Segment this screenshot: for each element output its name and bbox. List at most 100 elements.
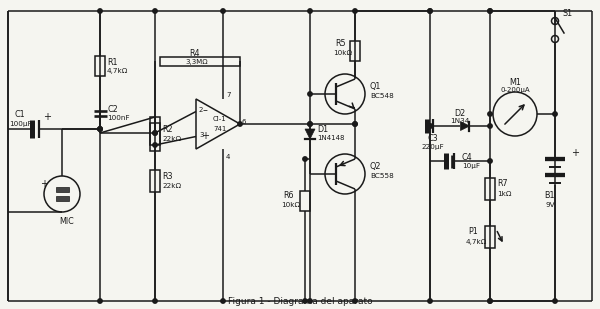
Text: 741: 741 [214,126,227,132]
Circle shape [553,112,557,116]
Text: 22kΩ: 22kΩ [162,136,181,142]
Circle shape [428,9,432,13]
Circle shape [98,127,102,131]
Text: R1: R1 [107,57,118,66]
Bar [485,226,495,248]
Text: B1: B1 [545,192,555,201]
Bar [300,191,310,211]
Circle shape [428,124,432,128]
Circle shape [553,299,557,303]
Circle shape [153,299,157,303]
Circle shape [98,9,102,13]
Text: R2: R2 [162,125,173,133]
Text: D2: D2 [454,108,466,117]
Text: 1N34: 1N34 [451,118,470,124]
Text: CI-1: CI-1 [213,116,227,122]
Text: 3: 3 [199,132,203,138]
Text: S1: S1 [563,9,573,18]
Circle shape [488,112,492,116]
Circle shape [428,9,432,13]
Bar [350,41,360,61]
Circle shape [488,159,492,163]
Text: MIC: MIC [59,218,74,226]
Text: 7: 7 [226,92,230,98]
Text: D1: D1 [317,125,328,133]
Text: 4: 4 [226,154,230,160]
Text: 22kΩ: 22kΩ [162,183,181,189]
Bar [150,117,160,151]
Text: +: + [571,148,579,158]
Text: 220µF: 220µF [422,144,445,150]
Bar [150,123,160,145]
Text: 10kΩ: 10kΩ [333,50,352,56]
Circle shape [428,299,432,303]
Text: R6: R6 [283,191,293,200]
Circle shape [98,127,102,131]
Text: 2: 2 [199,107,203,112]
Circle shape [153,131,157,135]
Circle shape [488,299,492,303]
Bar [160,57,240,66]
Text: –: – [203,105,208,116]
Circle shape [153,143,157,147]
Text: +: + [201,130,209,141]
Text: +: + [43,112,51,122]
Text: C3: C3 [428,133,439,142]
Text: R7: R7 [497,180,508,188]
Text: 0-200µA: 0-200µA [500,87,530,93]
Text: 100nF: 100nF [107,115,130,121]
Text: BC558: BC558 [370,173,394,179]
Text: 4,7kΩ: 4,7kΩ [107,68,128,74]
Bar [150,170,160,192]
Polygon shape [305,129,315,139]
Text: R4: R4 [190,49,200,57]
Circle shape [353,9,357,13]
Circle shape [98,299,102,303]
Circle shape [308,92,312,96]
Circle shape [221,9,225,13]
Circle shape [488,124,492,128]
Text: C4: C4 [462,153,473,162]
Circle shape [221,299,225,303]
Text: C1: C1 [14,109,25,118]
Text: 10µF: 10µF [462,163,480,169]
Text: 4,7kΩ: 4,7kΩ [466,239,487,245]
Circle shape [488,9,492,13]
Circle shape [308,299,312,303]
Circle shape [488,9,492,13]
Text: 10kΩ: 10kΩ [281,202,300,208]
Circle shape [303,299,307,303]
Text: BC548: BC548 [370,93,394,99]
Text: P1: P1 [468,227,478,236]
Text: 1N4148: 1N4148 [317,135,344,141]
Text: Q2: Q2 [370,162,382,171]
Circle shape [353,122,357,126]
Text: R5: R5 [335,39,346,48]
Text: 3,3MΩ: 3,3MΩ [185,59,208,65]
Text: M1: M1 [509,78,521,87]
Circle shape [308,122,312,126]
Text: 9V: 9V [545,202,555,208]
Circle shape [98,127,102,131]
Polygon shape [460,121,469,130]
Text: 100µF: 100µF [8,121,31,127]
Text: 1kΩ: 1kΩ [497,191,511,197]
Circle shape [308,122,312,126]
Text: 6: 6 [242,119,247,125]
Circle shape [428,124,432,128]
Circle shape [308,9,312,13]
Circle shape [488,299,492,303]
Text: Figura 1 - Diagrama del aparato: Figura 1 - Diagrama del aparato [227,297,373,306]
Bar [56,187,68,192]
Circle shape [153,131,157,135]
Circle shape [303,157,307,161]
Circle shape [153,9,157,13]
Bar [95,56,105,76]
Circle shape [238,122,242,126]
Text: Q1: Q1 [370,82,382,91]
Bar [56,196,68,201]
Bar [485,178,495,200]
Text: C2: C2 [107,104,118,113]
Circle shape [353,299,357,303]
Text: R3: R3 [162,171,173,180]
